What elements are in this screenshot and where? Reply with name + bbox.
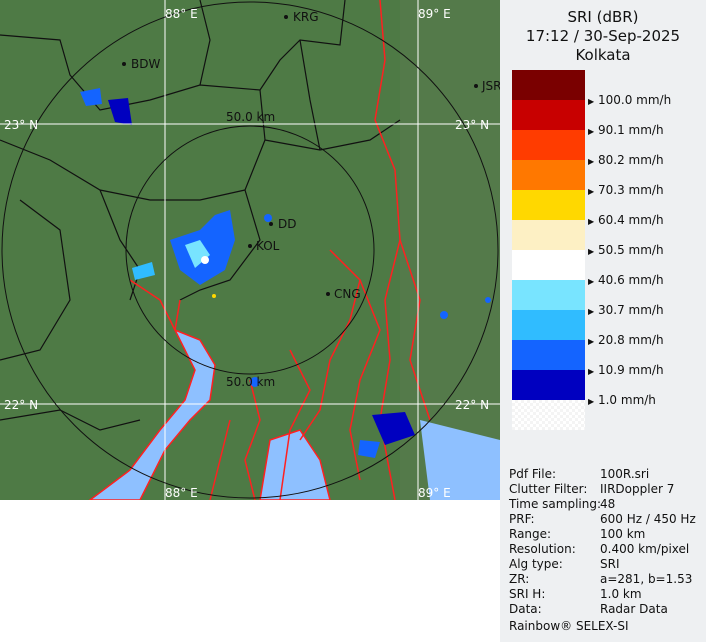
legend-label: ▶ 70.3 mm/h [588,183,664,197]
info-key: SRI H: [509,587,546,601]
city-cng: CNG [334,287,361,301]
info-key: PRF: [509,512,535,526]
info-value: IIRDoppler 7 [600,482,675,496]
info-value: 1.0 km [600,587,642,601]
info-value: 100 km [600,527,646,541]
estuary [88,328,216,500]
info-key: Pdf File: [509,467,557,481]
info-value: a=281, b=1.53 [600,572,693,586]
rain-echoes [80,88,491,458]
city-jsr: JSR [481,79,500,93]
ring-label-top: 50.0 km [226,110,275,124]
info-row: Resolution: 0.400 km/pixel [509,542,689,556]
lon-label-bottom-1: 88° E [165,486,198,500]
legend-label: ▶ 100.0 mm/h [588,93,672,107]
legend-band [512,220,585,250]
info-row: ZR: a=281, b=1.53 [509,572,692,586]
lon-label-top-1: 88° E [165,7,198,21]
datetime: 17:12 / 30-Sep-2025 [525,27,681,45]
info-row: Data: Radar Data [509,602,668,616]
district-borders [0,0,401,431]
legend-band [512,100,585,130]
legend-band [512,400,585,430]
legend-panel: SRI (dBR) 17:12 / 30-Sep-2025 Kolkata ▶ … [500,0,706,642]
legend-band [512,340,585,370]
legend-label: ▶ 90.1 mm/h [588,123,664,137]
lat-lon-grid [0,0,500,500]
legend-band [512,190,585,220]
lat-label-left-1: 23° N [4,118,38,132]
info-row: Clutter Filter: IIRDoppler 7 [509,482,674,496]
range-ring-50km [125,125,375,375]
legend-band [512,370,585,400]
site-name: Kolkata [575,46,631,64]
info-key: Range: [509,527,552,541]
legend-label: ▶ 40.6 mm/h [588,273,664,287]
info-value: 100R.sri [600,467,650,481]
lon-label-top-2: 89° E [418,7,451,21]
info-row: Time sampling: 48 [509,497,615,511]
product-title: SRI (dBR) [567,8,639,26]
info-row: Alg type: SRI [509,557,620,571]
lat-label-left-2: 22° N [4,398,38,412]
info-value: Radar Data [600,602,668,616]
ring-label-bottom: 50.0 km [226,375,275,389]
lat-label-right-1: 23° N [455,118,489,132]
info-value: SRI [600,557,620,571]
info-row: Pdf File: 100R.sri [509,467,649,481]
info-row: Range: 100 km [509,527,645,541]
footer-brand: Rainbow® SELEX-SI [509,619,629,633]
legend-label: ▶ 20.8 mm/h [588,333,664,347]
legend-label: ▶ 1.0 mm/h [588,393,656,407]
legend-band [512,130,585,160]
legend-label: ▶ 60.4 mm/h [588,213,664,227]
info-key: Clutter Filter: [509,482,588,496]
info-value: 600 Hz / 450 Hz [600,512,696,526]
rivers [129,0,431,500]
city-bdw: BDW [131,57,160,71]
legend-band [512,280,585,310]
range-ring-100km [1,1,499,499]
info-key: Alg type: [509,557,563,571]
radar-map: 88° E 89° E 88° E 89° E 23° N 23° N 22° … [0,0,500,500]
info-value: 0.400 km/pixel [600,542,690,556]
info-key: Data: [509,602,542,616]
legend-label: ▶ 30.7 mm/h [588,303,664,317]
legend-band [512,160,585,190]
legend-band [512,250,585,280]
city-dd: DD [278,217,296,231]
info-key: ZR: [509,572,530,586]
lat-label-right-2: 22° N [455,398,489,412]
info-value: 48 [600,497,616,511]
legend-label: ▶ 80.2 mm/h [588,153,664,167]
legend-label: ▶ 50.5 mm/h [588,243,664,257]
legend-band [512,310,585,340]
info-row: SRI H: 1.0 km [509,587,642,601]
legend-band [512,70,585,100]
legend-label: ▶ 10.9 mm/h [588,363,664,377]
info-row: PRF: 600 Hz / 450 Hz [509,512,696,526]
info-key: Resolution: [509,542,576,556]
info-key: Time sampling: [509,497,602,511]
city-kol: KOL [256,239,280,253]
lon-label-bottom-2: 89° E [418,486,451,500]
city-krg: KRG [293,10,319,24]
